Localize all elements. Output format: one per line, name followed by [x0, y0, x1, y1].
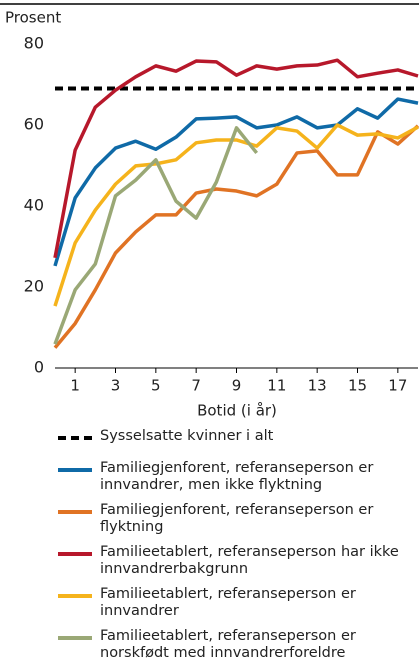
series-line	[53, 124, 419, 349]
legend-item: Sysselsatte kvinner i alt	[58, 428, 408, 445]
legend-label: Familiegjenforent, referanseperson er in…	[100, 460, 374, 493]
x-tick-label: 11	[267, 377, 286, 395]
series-line	[53, 97, 419, 267]
series-line	[53, 58, 419, 259]
y-tick-label: 0	[34, 358, 44, 377]
x-tick-label: 7	[191, 377, 201, 395]
legend-item: Familiegjenforent, referanseperson er fl…	[58, 502, 408, 536]
legend-label: Familieetablert, referanseperson er innv…	[100, 586, 356, 619]
legend-swatch	[58, 594, 92, 598]
x-tick-label: 5	[151, 377, 161, 395]
legend-swatch	[58, 436, 92, 440]
x-tick-label: 17	[388, 377, 407, 395]
legend-swatch	[58, 510, 92, 514]
series-line	[53, 123, 419, 307]
legend-label: Sysselsatte kvinner i alt	[100, 428, 274, 444]
legend-label: Familiegjenforent, referanseperson er fl…	[100, 502, 374, 535]
series-line	[53, 126, 259, 345]
legend-item: Familieetablert, referanseperson har ikk…	[58, 544, 408, 578]
x-tick-label: 1	[70, 377, 80, 395]
legend-swatch	[58, 468, 92, 472]
x-tick-label: 15	[348, 377, 367, 395]
legend-item: Familieetablert, referanseperson er nors…	[58, 628, 408, 662]
legend-label: Familieetablert, referanseperson har ikk…	[100, 544, 399, 577]
legend-swatch	[58, 552, 92, 556]
x-tick-label: 9	[232, 377, 242, 395]
y-tick-label: 60	[24, 115, 44, 134]
legend-swatch	[58, 636, 92, 640]
y-axis-title: Prosent	[5, 9, 61, 27]
x-tick-label: 3	[111, 377, 121, 395]
legend-item: Familieetablert, referanseperson er innv…	[58, 586, 408, 620]
legend-item: Familiegjenforent, referanseperson er in…	[58, 460, 408, 494]
y-tick-label: 20	[24, 277, 44, 296]
y-tick-label: 80	[24, 34, 44, 53]
y-tick-label: 40	[24, 196, 44, 215]
x-tick-label: 13	[308, 377, 327, 395]
legend-label: Familieetablert, referanseperson er nors…	[100, 628, 356, 661]
x-axis-title: Botid (i år)	[197, 402, 277, 420]
